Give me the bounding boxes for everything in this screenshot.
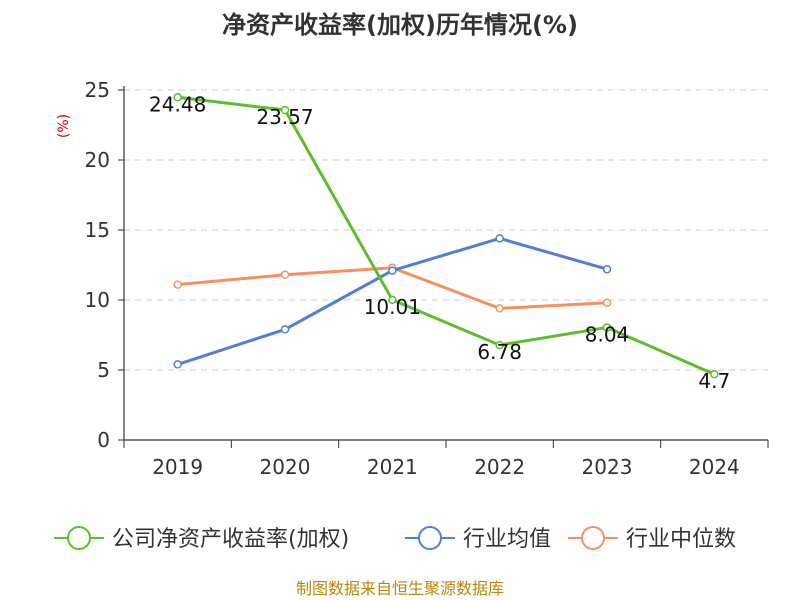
legend-marker [418, 526, 442, 550]
legend-item-1[interactable]: 行业均值 [405, 526, 551, 552]
data-label: 4.7 [698, 369, 730, 393]
axes: 0 5 10 15 20 25 2019 2020 2021 2022 2023 2024 [85, 78, 769, 479]
source-note: 制图数据来自恒生聚源数据库 [296, 579, 504, 598]
legend[interactable]: 公司净资产收益率(加权) 行业均值 行业中位数 [54, 526, 736, 552]
y-tick-label: 25 [85, 78, 110, 102]
data-point[interactable] [173, 280, 182, 289]
data-point[interactable] [173, 93, 182, 102]
legend-label: 公司净资产收益率(加权) [112, 527, 349, 552]
data-point[interactable] [602, 323, 612, 332]
data-point[interactable] [280, 325, 290, 334]
series-group [173, 93, 719, 379]
data-label: 6.78 [477, 340, 522, 364]
data-point[interactable] [602, 298, 612, 308]
data-point[interactable] [280, 270, 290, 280]
x-tick-label: 2023 [582, 455, 633, 479]
data-label: 10.01 [364, 295, 421, 319]
data-labels: 24.48 23.57 10.01 6.78 8.04 4.7 [149, 92, 730, 393]
legend-item-2[interactable]: 行业中位数 [568, 526, 736, 552]
data-label: 24.48 [149, 92, 206, 116]
data-label: 23.57 [256, 105, 313, 129]
data-point[interactable] [280, 105, 290, 115]
data-point[interactable] [495, 304, 504, 313]
legend-marker [67, 526, 91, 550]
data-point[interactable] [602, 264, 612, 274]
x-tick-label: 2019 [152, 455, 203, 479]
x-tick-label: 2024 [689, 455, 740, 479]
data-point[interactable] [173, 360, 182, 369]
x-tick-label: 2022 [474, 455, 525, 479]
data-point[interactable] [388, 266, 397, 275]
gridlines [124, 89, 768, 371]
series-line-0 [177, 95, 715, 376]
data-point[interactable] [495, 340, 504, 350]
y-tick-label: 10 [85, 288, 110, 312]
legend-label: 行业均值 [463, 527, 551, 552]
data-point[interactable] [388, 295, 397, 305]
y-tick-label: 0 [97, 428, 110, 452]
y-tick-label: 15 [85, 218, 110, 242]
data-label: 8.04 [585, 322, 630, 346]
y-tick-label: 20 [85, 148, 110, 172]
data-point[interactable] [710, 369, 719, 379]
y-axis-label: (%) [56, 114, 72, 138]
legend-marker [581, 526, 605, 550]
chart-title: 净资产收益率(加权)历年情况(%) [222, 11, 578, 39]
y-tick-label: 5 [97, 358, 110, 382]
legend-item-0[interactable]: 公司净资产收益率(加权) [54, 526, 349, 552]
x-tick-label: 2021 [367, 455, 418, 479]
legend-label: 行业中位数 [626, 527, 736, 552]
x-tick-label: 2020 [260, 455, 311, 479]
data-point[interactable] [495, 234, 504, 243]
